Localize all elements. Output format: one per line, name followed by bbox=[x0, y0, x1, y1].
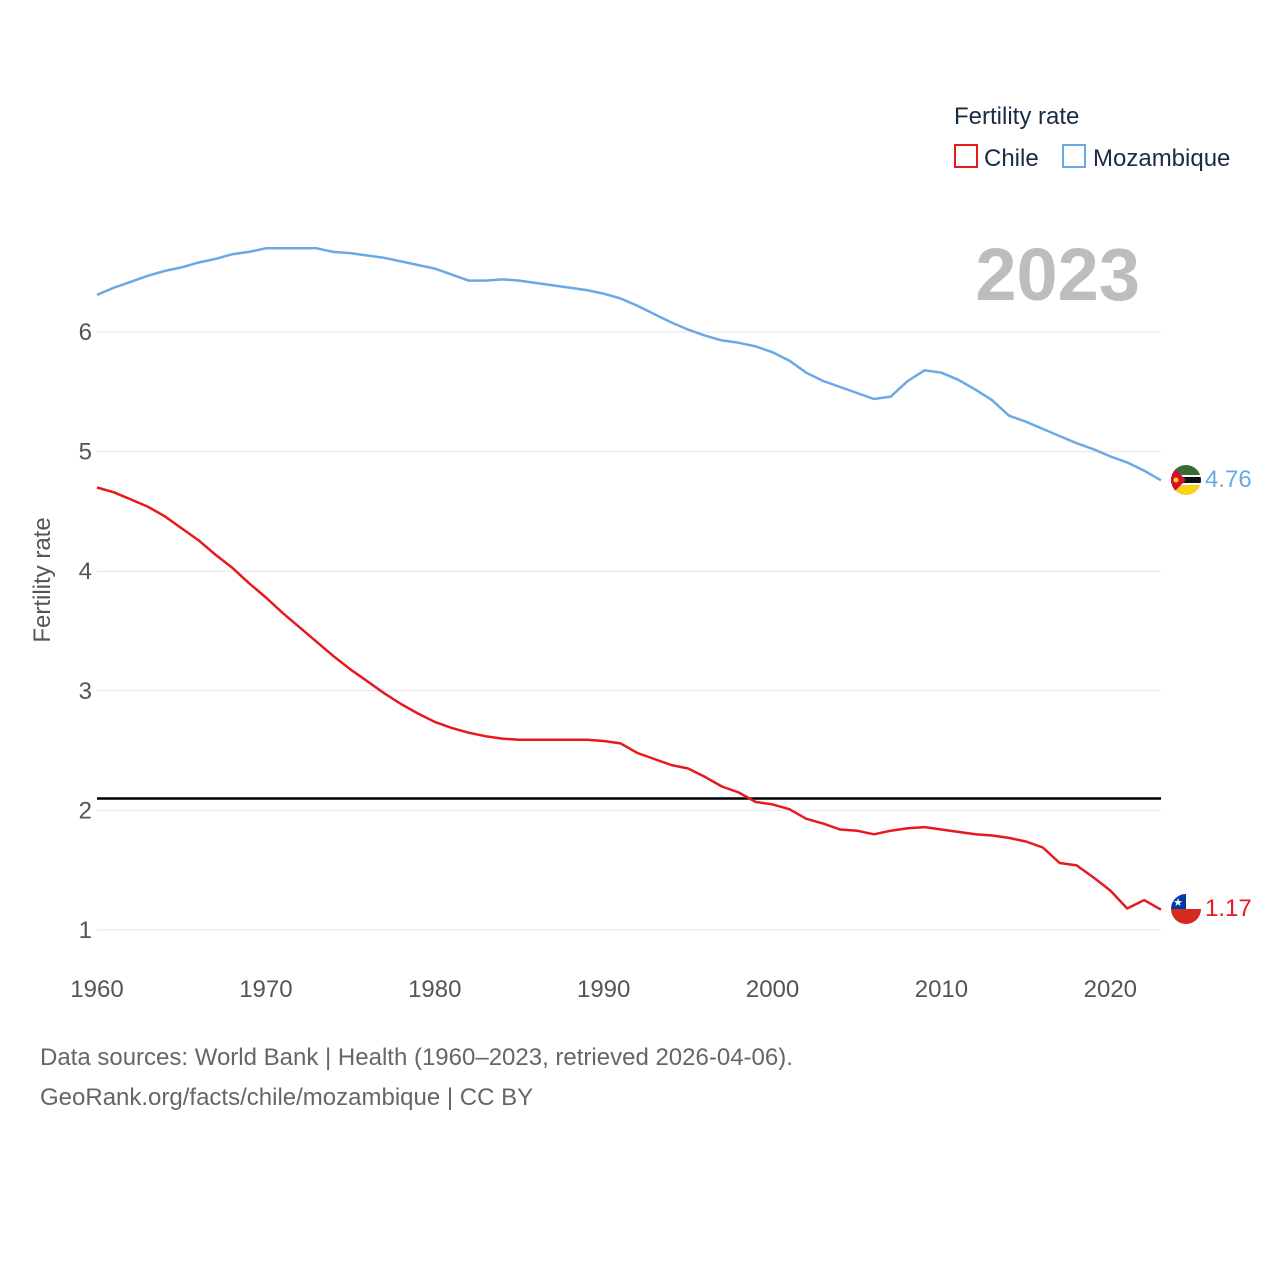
y-tick-label: 6 bbox=[79, 319, 92, 346]
x-axis-ticks: 1960 1970 1980 1990 2000 2010 2020 bbox=[70, 976, 1137, 1003]
legend-item-chile[interactable]: Chile bbox=[954, 144, 1039, 172]
chile-flag-icon: ★ bbox=[1171, 894, 1201, 924]
x-tick-label: 2020 bbox=[1084, 976, 1137, 1003]
x-tick-label: 1970 bbox=[239, 976, 292, 1003]
y-tick-label: 3 bbox=[79, 678, 92, 705]
end-label-chile: 1.17 bbox=[1205, 895, 1252, 922]
x-tick-label: 2010 bbox=[915, 976, 968, 1003]
legend-label-chile: Chile bbox=[984, 145, 1039, 172]
legend: Fertility rate Chile Mozambique bbox=[954, 103, 1230, 172]
y-tick-label: 1 bbox=[79, 917, 92, 944]
source-line-1: Data sources: World Bank | Health (1960–… bbox=[40, 1044, 793, 1071]
x-tick-label: 1980 bbox=[408, 976, 461, 1003]
year-label: 2023 bbox=[975, 233, 1140, 316]
legend-swatch-chile bbox=[954, 144, 978, 168]
x-tick-label: 1990 bbox=[577, 976, 630, 1003]
series-line-chile bbox=[96, 486, 1162, 911]
y-tick-label: 2 bbox=[79, 797, 92, 824]
legend-label-mozambique: Mozambique bbox=[1093, 145, 1230, 172]
end-label-mozambique: 4.76 bbox=[1205, 466, 1252, 493]
x-tick-label: 1960 bbox=[70, 976, 123, 1003]
source-line-2[interactable]: GeoRank.org/facts/chile/mozambique | CC … bbox=[40, 1084, 534, 1111]
mozambique-flag-icon bbox=[1171, 465, 1201, 495]
gridlines bbox=[97, 331, 1161, 931]
line-chart: 1 2 3 4 5 6 1960 1970 1980 1990 2000 2010 2020 Fert… bbox=[29, 103, 1252, 1003]
y-axis-ticks: 1 2 3 4 5 6 bbox=[79, 319, 92, 944]
y-tick-label: 4 bbox=[79, 558, 92, 585]
legend-item-mozambique[interactable]: Mozambique bbox=[1062, 144, 1230, 172]
legend-swatch-mozambique bbox=[1062, 144, 1086, 168]
series-lines bbox=[96, 247, 1162, 911]
series-line-mozambique bbox=[96, 247, 1162, 482]
svg-text:★: ★ bbox=[1173, 896, 1183, 909]
y-axis-title: Fertility rate bbox=[29, 517, 56, 642]
legend-title: Fertility rate bbox=[954, 103, 1079, 130]
x-tick-label: 2000 bbox=[746, 976, 799, 1003]
y-tick-label: 5 bbox=[79, 439, 92, 466]
